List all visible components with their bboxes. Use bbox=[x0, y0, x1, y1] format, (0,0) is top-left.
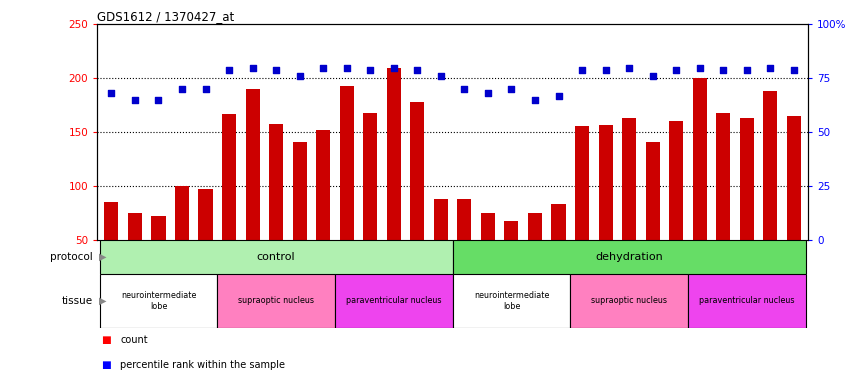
Bar bbox=[598, 124, 613, 294]
Bar bbox=[717, 113, 730, 294]
Text: ■: ■ bbox=[102, 360, 112, 370]
Bar bbox=[100, 240, 453, 274]
Point bbox=[175, 86, 189, 92]
Bar bbox=[504, 220, 519, 294]
Bar bbox=[669, 122, 684, 294]
Bar bbox=[739, 118, 754, 294]
Point bbox=[246, 64, 260, 70]
Point bbox=[787, 67, 800, 73]
Bar bbox=[688, 274, 805, 328]
Bar bbox=[222, 114, 236, 294]
Point bbox=[505, 86, 519, 92]
Point bbox=[575, 67, 589, 73]
Point bbox=[151, 97, 165, 103]
Bar bbox=[645, 142, 660, 294]
Bar bbox=[128, 213, 142, 294]
Bar bbox=[245, 89, 260, 294]
Bar bbox=[335, 274, 453, 328]
Point bbox=[717, 67, 730, 73]
Text: ■: ■ bbox=[102, 335, 112, 345]
Bar bbox=[104, 202, 118, 294]
Text: paraventricular nucleus: paraventricular nucleus bbox=[346, 296, 442, 305]
Bar bbox=[434, 199, 448, 294]
Text: neurointermediate
lobe: neurointermediate lobe bbox=[121, 291, 196, 310]
Bar bbox=[175, 186, 189, 294]
Bar bbox=[151, 216, 166, 294]
Text: control: control bbox=[257, 252, 295, 262]
Point bbox=[293, 73, 306, 79]
Text: tissue: tissue bbox=[62, 296, 93, 306]
Point bbox=[528, 97, 541, 103]
Point bbox=[269, 67, 283, 73]
Text: dehydration: dehydration bbox=[596, 252, 663, 262]
Point bbox=[105, 90, 118, 96]
Bar bbox=[787, 116, 801, 294]
Bar bbox=[363, 113, 377, 294]
Point bbox=[387, 64, 400, 70]
Point bbox=[434, 73, 448, 79]
Bar bbox=[339, 86, 354, 294]
Bar bbox=[693, 78, 706, 294]
Text: count: count bbox=[120, 335, 148, 345]
Bar bbox=[481, 213, 495, 294]
Bar bbox=[316, 130, 330, 294]
Bar bbox=[217, 274, 335, 328]
Point bbox=[669, 67, 683, 73]
Point bbox=[129, 97, 142, 103]
Text: protocol: protocol bbox=[50, 252, 93, 262]
Bar bbox=[528, 213, 542, 294]
Bar bbox=[575, 126, 589, 294]
Point bbox=[364, 67, 377, 73]
Bar bbox=[387, 68, 401, 294]
Point bbox=[410, 67, 424, 73]
Bar bbox=[458, 199, 471, 294]
Bar bbox=[570, 274, 688, 328]
Bar bbox=[622, 118, 636, 294]
Point bbox=[763, 64, 777, 70]
Point bbox=[623, 64, 636, 70]
Bar bbox=[453, 274, 570, 328]
Point bbox=[599, 67, 613, 73]
Bar bbox=[293, 142, 307, 294]
Point bbox=[693, 64, 706, 70]
Point bbox=[740, 67, 754, 73]
Point bbox=[481, 90, 495, 96]
Bar bbox=[199, 189, 212, 294]
Point bbox=[552, 93, 565, 99]
Bar bbox=[552, 204, 566, 294]
Text: supraoptic nucleus: supraoptic nucleus bbox=[591, 296, 667, 305]
Text: percentile rank within the sample: percentile rank within the sample bbox=[120, 360, 285, 370]
Bar bbox=[763, 91, 777, 294]
Point bbox=[222, 67, 236, 73]
Point bbox=[340, 64, 354, 70]
Text: neurointermediate
lobe: neurointermediate lobe bbox=[474, 291, 549, 310]
Bar bbox=[453, 240, 805, 274]
Bar bbox=[100, 274, 217, 328]
Bar bbox=[269, 124, 283, 294]
Point bbox=[458, 86, 471, 92]
Point bbox=[316, 64, 330, 70]
Text: ▶: ▶ bbox=[99, 252, 107, 262]
Point bbox=[199, 86, 212, 92]
Point bbox=[645, 73, 659, 79]
Text: ▶: ▶ bbox=[99, 296, 107, 306]
Text: supraoptic nucleus: supraoptic nucleus bbox=[238, 296, 314, 305]
Text: GDS1612 / 1370427_at: GDS1612 / 1370427_at bbox=[97, 10, 234, 23]
Bar bbox=[410, 102, 425, 294]
Text: paraventricular nucleus: paraventricular nucleus bbox=[699, 296, 794, 305]
